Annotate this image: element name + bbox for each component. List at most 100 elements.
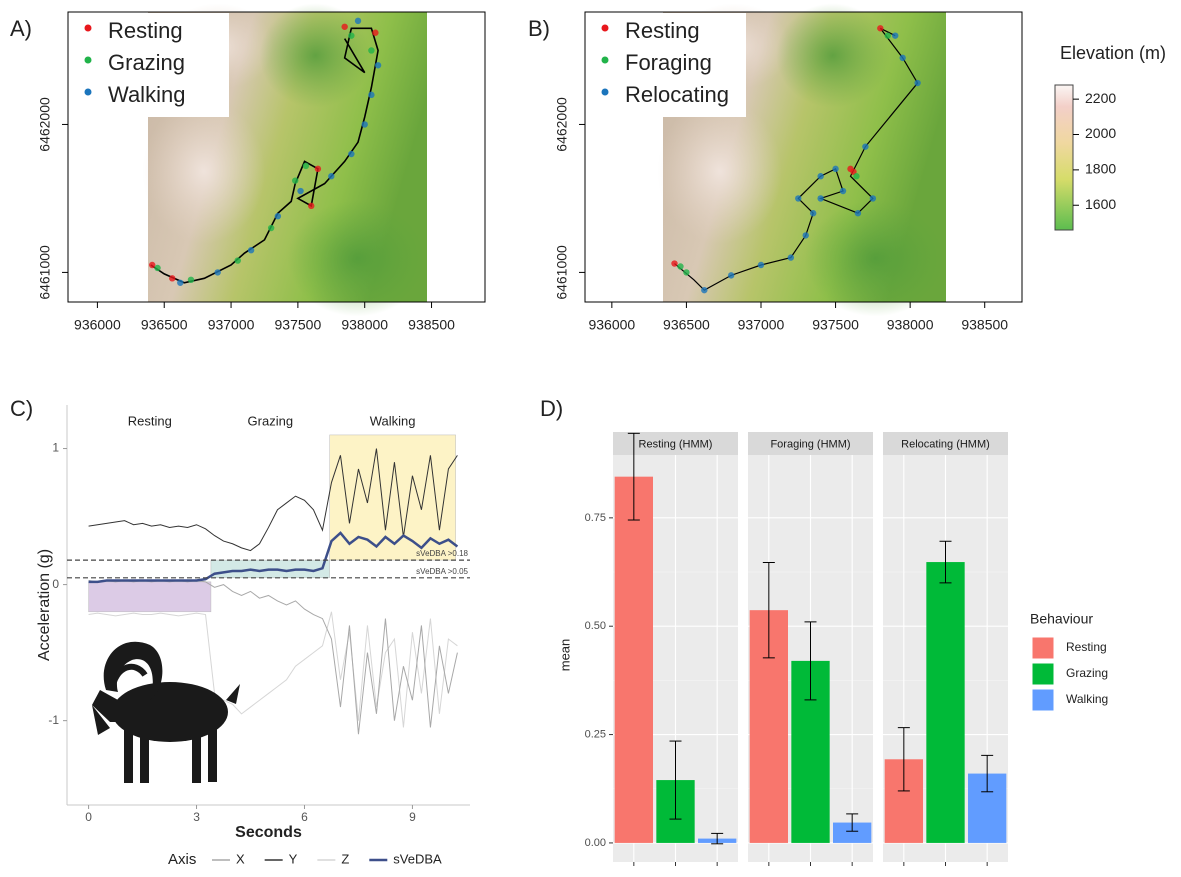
colorbar-title: Elevation (m): [1060, 43, 1166, 63]
legend-dot: [601, 24, 609, 32]
track-point: [839, 187, 847, 195]
x-tick-label: 937000: [208, 317, 255, 333]
track-point: [892, 32, 899, 39]
track-point: [354, 17, 362, 25]
track-point: [187, 276, 195, 284]
x-tick-label: 937000: [738, 317, 785, 333]
legend-key: [1031, 636, 1055, 660]
track-point: [302, 162, 310, 170]
legend-dot: [84, 56, 92, 64]
track-point: [154, 264, 161, 272]
facet-strip: [613, 432, 738, 455]
track-point: [292, 177, 299, 184]
legend-label: Grazing: [1066, 666, 1108, 680]
track-point: [795, 195, 802, 202]
legend-title: Axis: [168, 851, 196, 868]
facet-label: Foraging (HMM): [770, 438, 850, 450]
legend-dot: [601, 56, 609, 64]
x-tick-label: 3: [193, 810, 200, 824]
track-point: [869, 195, 877, 202]
y-tick-label: 0.75: [585, 512, 606, 524]
track-point: [348, 150, 355, 158]
ibex-silhouette: [92, 641, 240, 783]
terrain-valley: [287, 200, 427, 317]
track-point: [297, 187, 304, 195]
panel-label: A): [10, 16, 32, 41]
x-tick-label: 938000: [887, 317, 934, 333]
legend-key: [1031, 662, 1055, 686]
track-point: [832, 165, 839, 173]
threshold-label: sVeDBA >0.18: [416, 549, 468, 558]
track-point: [177, 279, 184, 286]
x-tick-label: 9: [409, 810, 416, 824]
track-point: [677, 263, 684, 270]
region-label: Walking: [370, 413, 416, 428]
signal-line: [88, 531, 459, 584]
legend-label: sVeDBA: [393, 851, 442, 866]
x-tick-label: 936500: [663, 317, 710, 333]
terrain-peak: [142, 99, 266, 244]
terrain-peak: [657, 99, 782, 244]
track-point: [802, 232, 809, 239]
track-point: [341, 23, 348, 30]
track-point: [368, 91, 375, 99]
legend-label: Resting: [1066, 640, 1107, 654]
legend-label: Walking: [1066, 692, 1108, 706]
facet-strip: [748, 432, 873, 455]
plot-frame: [584, 11, 1023, 303]
track-point: [169, 275, 176, 282]
legend-box: [586, 13, 746, 117]
track-point: [149, 261, 156, 269]
track-point: [683, 269, 690, 276]
legend-dot: [601, 88, 609, 96]
track-point: [348, 32, 355, 39]
region-label: Resting: [128, 413, 172, 428]
plot-frame: [67, 11, 486, 303]
legend-key: [1031, 688, 1055, 712]
facet-strip: [883, 432, 1008, 455]
region-shade: [88, 581, 212, 613]
track-point: [247, 247, 255, 254]
x-tick-label: 0: [85, 810, 92, 824]
colorbar-tick-label: 1600: [1085, 196, 1116, 212]
x-axis-title: Seconds: [235, 824, 302, 841]
panel-label: C): [10, 396, 33, 421]
x-tick-label: 6: [301, 810, 308, 824]
track-point: [671, 260, 678, 267]
track-point: [757, 261, 765, 269]
legend-label: Z: [341, 851, 349, 866]
y-tick-label: -1: [48, 713, 59, 727]
track-point: [314, 165, 322, 173]
y-tick-label: 6461000: [37, 245, 53, 300]
y-tick-label: 0.25: [585, 728, 606, 740]
legend-label: Resting: [625, 18, 700, 43]
track-point: [854, 210, 862, 217]
x-tick-label: 937500: [275, 317, 322, 333]
track-point: [234, 257, 241, 264]
facet-label: Resting (HMM): [639, 438, 713, 450]
track-point: [214, 269, 221, 276]
track-point: [368, 47, 375, 54]
legend-dot: [84, 88, 92, 96]
legend-title: Behaviour: [1030, 611, 1093, 627]
legend-label: Foraging: [625, 50, 712, 75]
track-point: [374, 62, 382, 69]
track-point: [817, 195, 824, 202]
legend-label: Grazing: [108, 50, 185, 75]
y-tick-label: 6462000: [37, 97, 53, 152]
track-point: [361, 121, 368, 128]
y-tick-label: 0.00: [585, 837, 606, 849]
x-tick-label: 938500: [961, 317, 1008, 333]
colorbar: [1054, 84, 1074, 231]
track-point: [372, 29, 379, 36]
colorbar-tick-label: 2000: [1085, 125, 1116, 141]
colorbar-tick-label: 1800: [1085, 161, 1116, 177]
track-point: [914, 79, 921, 87]
signal-line: [88, 448, 458, 552]
legend-label: Relocating: [625, 82, 729, 107]
colorbar-tick-label: 2200: [1085, 90, 1116, 106]
y-tick-label: 0.50: [585, 620, 606, 632]
track-point: [884, 32, 891, 39]
x-tick-label: 938500: [408, 317, 455, 333]
track-point: [701, 286, 708, 294]
